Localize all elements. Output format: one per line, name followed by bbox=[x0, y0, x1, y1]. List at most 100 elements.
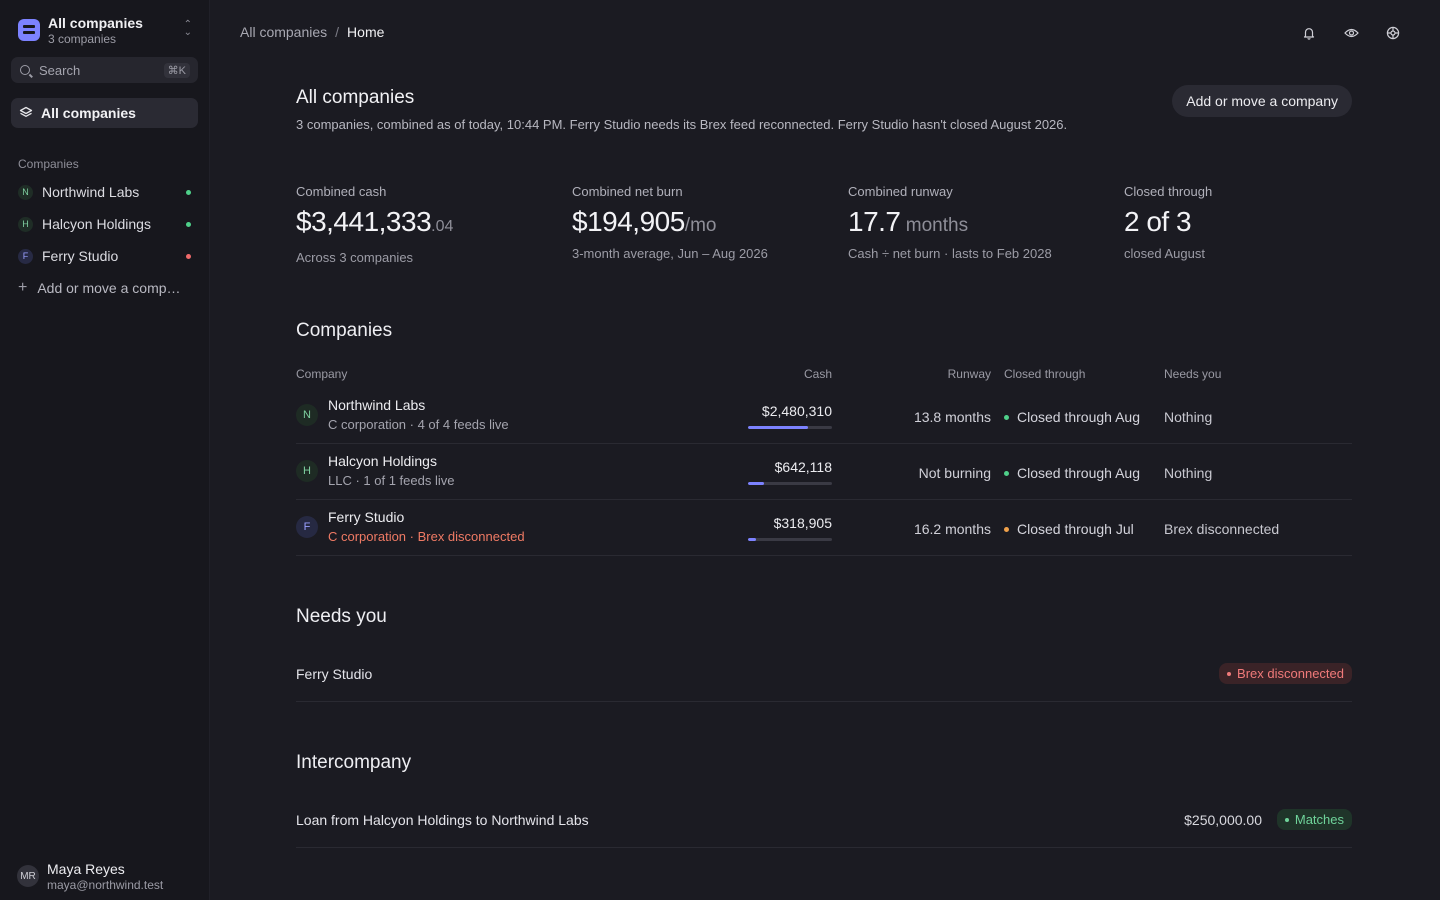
page-subtitle: 3 companies, combined as of today, 10:44… bbox=[296, 117, 1068, 132]
company-initial-badge: H bbox=[296, 460, 318, 482]
user-name: Maya Reyes bbox=[47, 860, 125, 877]
column-header-runway: Runway bbox=[947, 367, 991, 381]
sidebar-item-label: Ferry Studio bbox=[42, 248, 119, 264]
eye-icon[interactable] bbox=[1340, 22, 1362, 44]
table-row[interactable]: F Ferry Studio C corporation · Brex disc… bbox=[296, 500, 1352, 556]
company-needs-you: Brex disconnected bbox=[1164, 521, 1280, 537]
stat-label: Combined runway bbox=[848, 184, 953, 199]
stat-value: 2 of 3 bbox=[1124, 206, 1192, 237]
status-dot bbox=[186, 189, 191, 195]
stat-note: Cash ÷ net burn · lasts to Feb 2028 bbox=[848, 246, 1052, 261]
needs-you-heading: Needs you bbox=[296, 606, 387, 627]
sidebar-item-label: Halcyon Holdings bbox=[42, 216, 151, 232]
page-title: All companies bbox=[296, 87, 415, 108]
cash-share-bar bbox=[748, 426, 832, 429]
company-initial-badge: F bbox=[18, 248, 33, 264]
status-dot bbox=[1227, 671, 1232, 676]
status-dot bbox=[186, 221, 191, 227]
company-closed-through: Closed through Jul bbox=[1004, 521, 1134, 537]
status-dot bbox=[186, 253, 191, 259]
top-toolbar bbox=[1298, 22, 1404, 44]
stat-note: Across 3 companies bbox=[296, 250, 414, 265]
list-item[interactable]: Loan from Halcyon Holdings to Northwind … bbox=[296, 792, 1352, 848]
status-dot bbox=[1004, 526, 1009, 532]
stat-value: $3,441,333.04 bbox=[296, 206, 454, 237]
nav-all-companies-label: All companies bbox=[41, 105, 136, 121]
stat-note: closed August bbox=[1124, 246, 1205, 261]
stat-label: Combined cash bbox=[296, 184, 387, 199]
stat-note: 3-month average, Jun – Aug 2026 bbox=[572, 246, 768, 261]
company-closed-through: Closed through Aug bbox=[1004, 465, 1140, 481]
company-initial-badge: F bbox=[296, 516, 318, 538]
sidebar-item-northwind-labs[interactable]: N Northwind Labs bbox=[11, 178, 198, 206]
breadcrumb: All companies / Home bbox=[240, 24, 384, 40]
user-menu[interactable]: MR Maya Reyes maya@northwind.test bbox=[11, 858, 198, 894]
layers-icon bbox=[19, 106, 33, 120]
needs-item-label: Ferry Studio bbox=[296, 666, 373, 682]
search-shortcut: ⌘K bbox=[163, 62, 190, 78]
company-runway: 16.2 months bbox=[913, 521, 991, 537]
stat-suffix: .04 bbox=[431, 218, 454, 235]
company-initial-badge: N bbox=[296, 404, 318, 426]
company-cash: $2,480,310 bbox=[761, 403, 832, 419]
stat-suffix: /mo bbox=[684, 215, 717, 236]
avatar: MR bbox=[17, 865, 39, 887]
company-needs-you: Nothing bbox=[1164, 465, 1213, 481]
bell-icon[interactable] bbox=[1298, 22, 1320, 44]
stat-value: $194,905/mo bbox=[572, 206, 717, 237]
company-runway: Not burning bbox=[918, 465, 991, 481]
intercompany-item-label: Loan from Halcyon Holdings to Northwind … bbox=[296, 812, 589, 828]
workspace-switcher[interactable]: All companies 3 companies ⌃ ⌄ bbox=[10, 8, 200, 52]
stat-combined-runway: Combined runway 17.7 months Cash ÷ net b… bbox=[848, 184, 1098, 261]
cash-share-bar bbox=[748, 538, 832, 541]
chevron-up-down-icon: ⌃ ⌄ bbox=[183, 19, 192, 38]
stat-suffix: months bbox=[900, 215, 969, 236]
status-dot bbox=[1284, 817, 1289, 822]
breadcrumb-root-link[interactable]: All companies bbox=[240, 24, 328, 40]
status-badge: Matches bbox=[1276, 809, 1352, 830]
table-row[interactable]: N Northwind Labs C corporation · 4 of 4 … bbox=[296, 388, 1352, 444]
search-icon bbox=[20, 65, 30, 75]
status-dot bbox=[1004, 470, 1009, 476]
breadcrumb-separator: / bbox=[335, 24, 340, 40]
company-initial-badge: H bbox=[18, 216, 33, 232]
sidebar-item-label: Northwind Labs bbox=[42, 184, 140, 200]
sidebar-item-halcyon-holdings[interactable]: H Halcyon Holdings bbox=[11, 210, 198, 238]
cash-share-fill bbox=[748, 426, 809, 429]
cash-share-bar bbox=[748, 482, 832, 485]
add-company-button[interactable]: Add or move a company bbox=[1172, 85, 1352, 117]
search-placeholder: Search bbox=[39, 62, 81, 78]
company-name: Ferry Studio bbox=[328, 509, 405, 525]
company-details: LLC · 1 of 1 feeds live bbox=[328, 473, 455, 488]
stat-closed-through: Closed through 2 of 3 closed August bbox=[1124, 184, 1374, 261]
company-name: Halcyon Holdings bbox=[328, 453, 437, 469]
company-name: Northwind Labs bbox=[328, 397, 426, 413]
sidebar-add-company[interactable]: + Add or move a company bbox=[11, 276, 198, 300]
company-needs-you: Nothing bbox=[1164, 409, 1213, 425]
breadcrumb-current: Home bbox=[347, 24, 385, 40]
app-logo-icon bbox=[18, 19, 40, 41]
intercompany-amount: $250,000.00 bbox=[1184, 812, 1262, 828]
company-closed-through: Closed through Aug bbox=[1004, 409, 1140, 425]
list-item[interactable]: Ferry Studio Brex disconnected bbox=[296, 646, 1352, 702]
companies-heading: Companies bbox=[296, 320, 393, 341]
status-badge: Brex disconnected bbox=[1219, 663, 1352, 684]
stat-label: Combined net burn bbox=[572, 184, 683, 199]
search-input[interactable]: Search ⌘K bbox=[11, 57, 198, 83]
plus-icon: + bbox=[18, 279, 28, 296]
sidebar-item-ferry-studio[interactable]: F Ferry Studio bbox=[11, 242, 198, 270]
sidebar: All companies 3 companies ⌃ ⌄ Search ⌘K A… bbox=[0, 0, 210, 900]
companies-section-label: Companies bbox=[18, 157, 79, 171]
company-cash: $642,118 bbox=[774, 459, 832, 475]
column-header-closed-through: Closed through bbox=[1004, 367, 1086, 381]
stat-value: 17.7 months bbox=[848, 206, 969, 237]
company-cash: $318,905 bbox=[773, 515, 832, 531]
company-details: C corporation · 4 of 4 feeds live bbox=[328, 417, 509, 432]
user-email: maya@northwind.test bbox=[47, 877, 164, 892]
table-row[interactable]: H Halcyon Holdings LLC · 1 of 1 feeds li… bbox=[296, 444, 1352, 500]
nav-all-companies[interactable]: All companies bbox=[11, 98, 198, 128]
workspace-subtitle: 3 companies bbox=[48, 31, 117, 46]
settings-icon[interactable] bbox=[1382, 22, 1404, 44]
cash-share-fill bbox=[748, 538, 756, 541]
company-initial-badge: N bbox=[18, 184, 33, 200]
